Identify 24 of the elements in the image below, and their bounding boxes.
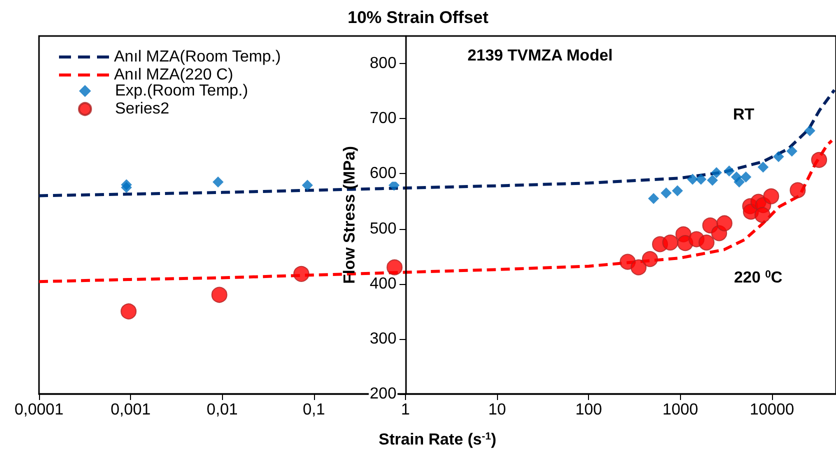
- x-tick-label: 1: [401, 402, 410, 418]
- annotation: 2139 TVMZA Model: [467, 48, 613, 64]
- y-tick-label: 300: [370, 330, 397, 348]
- y-tick-label: 500: [370, 220, 397, 238]
- x-tick-label: 100: [575, 402, 602, 418]
- x-tick-label: 10: [488, 402, 506, 418]
- chart-title: 10% Strain Offset: [348, 8, 489, 27]
- x-tick-label: 0,1: [302, 402, 326, 418]
- legend-label: Anıl MZA(Room Temp.): [114, 48, 281, 66]
- x-tick-label: 0,01: [206, 402, 238, 418]
- x-tick-label: 0,001: [110, 402, 151, 418]
- y-tick-label: 700: [370, 110, 397, 128]
- legend-label: Series2: [115, 100, 170, 118]
- x-tick-label: 10000: [750, 402, 794, 418]
- y-tick-label: 400: [370, 275, 397, 292]
- y-tick-label: 600: [370, 165, 397, 182]
- y-tick-label: 800: [370, 55, 397, 72]
- x-tick-label: 1000: [662, 402, 698, 418]
- legend-label: Exp.(Room Temp.): [115, 82, 248, 100]
- y-tick-label: 200: [370, 386, 397, 402]
- annotation: RT: [733, 106, 755, 124]
- legend-label: Anıl MZA(220 C): [114, 66, 234, 84]
- y-axis-title: Flow Stress (MPa): [341, 146, 358, 284]
- x-tick-label: 0,0001: [14, 402, 64, 418]
